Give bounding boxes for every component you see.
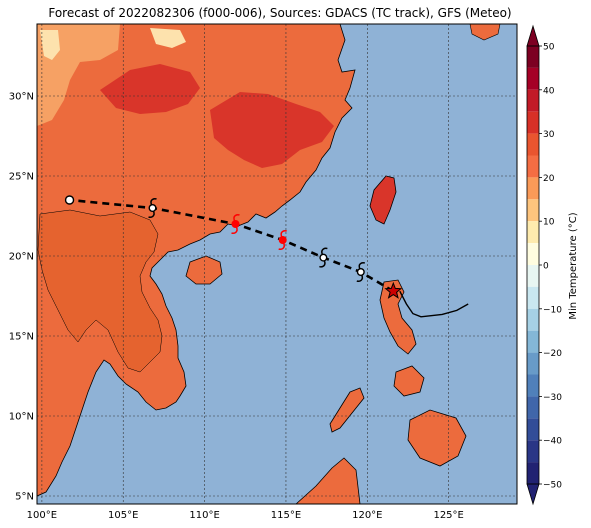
colorbar-segment [527,67,539,90]
typhoon-icon [148,198,157,218]
lon-axis-labels: 100°E 105°E 110°E 115°E 120°E 125°E [27,510,464,521]
gridlines [37,24,517,504]
colorbar-tick-label: −50 [543,481,562,491]
lon-tick-label: 115°E [271,510,301,521]
land-pale-zone [40,30,60,60]
land-palawan [329,387,365,433]
lat-tick-label: 25°N [9,172,34,183]
lon-tick-label: 120°E [352,510,382,521]
lat-tick-label: 10°N [9,412,34,423]
colorbar-segment [527,89,539,112]
colorbar-segment [527,221,539,244]
colorbar-segment [527,46,539,68]
colorbar-label: Min Temperature (°C) [568,212,579,319]
colorbar-tick-label: 40 [543,86,555,96]
colorbar-segment [527,199,539,222]
colorbar-extend-bottom [526,483,540,506]
colorbar-segment [527,265,539,287]
track-markers [64,195,403,299]
colorbar-segment [527,330,539,353]
colorbar-segment [527,155,539,178]
land-korea [469,24,501,41]
colorbar-segment [527,133,539,156]
land-indochina [37,209,163,373]
lon-tick-label: 110°E [189,510,219,521]
lat-tick-label: 15°N [9,332,34,343]
plot-frame [36,23,518,505]
map-title: Forecast of 2022082306 (f000-006), Sourc… [48,6,512,20]
typhoon-icon [231,214,240,234]
lat-tick-label: 20°N [9,252,34,263]
land-taiwan [369,175,397,225]
colorbar-extend-top [526,24,540,47]
land-hot-zone-2 [210,92,334,168]
colorbar-segment [527,418,539,441]
land-visayas [393,365,425,397]
colorbar-tick-label: 20 [543,174,555,184]
land-borneo [295,457,361,504]
colorbar-tick-label: −10 [543,305,562,315]
colorbar-tick-label: −30 [543,393,562,403]
colorbar-segment [527,440,539,463]
land-luzon [379,279,417,355]
colorbar-tick-label: −20 [543,349,562,359]
circle-icon [64,195,75,205]
colorbar-tick-label: 50 [543,43,555,53]
colorbar-tick-label: 30 [543,130,555,140]
track-past [399,290,469,318]
colorbar-segment [527,396,539,419]
star-icon [384,281,403,299]
land-pale-zone-2 [150,28,186,48]
colorbar-segment [527,352,539,375]
colorbar-segment [527,462,539,484]
land-mindanao [407,409,467,467]
typhoon-icon [319,247,328,268]
lon-tick-label: 100°E [27,510,57,521]
typhoon-icon [356,262,366,282]
map-plot-area [37,24,517,504]
colorbar-tick-label: 10 [543,218,555,228]
land-hot-zone [100,64,200,114]
lat-tick-label: 30°N [9,92,34,103]
colorbar-segment [527,243,539,265]
colorbar-segment [527,374,539,397]
lon-tick-label: 105°E [108,510,138,521]
lat-tick-label: 5°N [15,492,34,503]
lon-tick-label: 125°E [433,510,463,521]
colorbar-segment [527,111,539,134]
typhoon-icon [278,230,287,250]
colorbar-segment [527,286,539,309]
colorbar-tick-label: 0 [543,262,549,272]
colorbar-tick-label: −40 [543,437,562,447]
colorbar-segment [527,177,539,200]
land-hainan [185,255,223,285]
colorbar-segment [527,308,539,331]
lat-axis-labels: 30°N 25°N 20°N 15°N 10°N 5°N [9,92,34,503]
colorbar: 50 40 30 20 10 0 −10 −20 −30 −40 −50 [526,24,562,506]
